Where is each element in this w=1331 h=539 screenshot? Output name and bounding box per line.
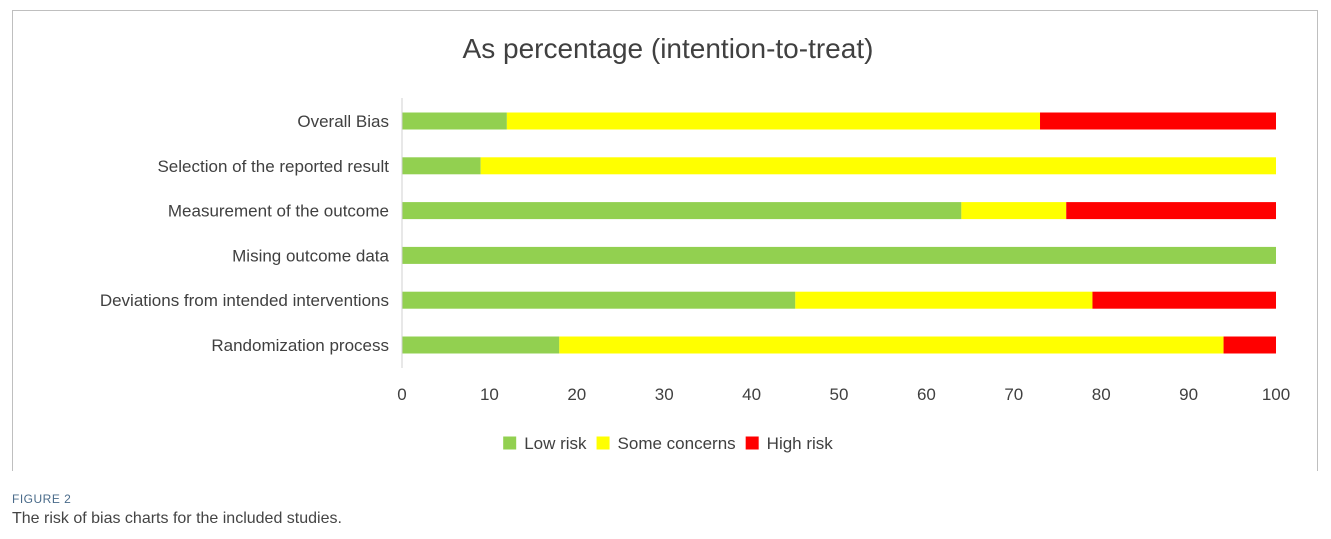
- legend-label: Low risk: [524, 434, 587, 453]
- chart-frame: [12, 10, 1318, 471]
- bar-segment-low-risk: [402, 246, 1276, 264]
- bar-segment-some-concerns: [506, 112, 1041, 130]
- bar-segment-some-concerns: [795, 291, 1093, 309]
- x-tick-label: 60: [917, 385, 936, 404]
- legend-label: High risk: [767, 434, 834, 453]
- x-tick-label: 90: [1179, 385, 1198, 404]
- x-tick-label: 40: [742, 385, 761, 404]
- chart-title: As percentage (intention-to-treat): [463, 33, 874, 64]
- bar-segment-some-concerns: [480, 157, 1276, 175]
- bars-group: [402, 112, 1276, 354]
- legend-label: Some concerns: [618, 434, 736, 453]
- x-tick-label: 30: [655, 385, 674, 404]
- category-label: Deviations from intended interventions: [100, 291, 389, 310]
- figure-label: FIGURE 2: [12, 492, 72, 506]
- bar-segment-some-concerns: [961, 202, 1067, 220]
- x-tick-label: 10: [480, 385, 499, 404]
- legend-swatch: [596, 436, 610, 450]
- bar-segment-high-risk: [1066, 202, 1276, 220]
- category-label: Mising outcome data: [232, 246, 389, 265]
- bar-segment-high-risk: [1040, 112, 1276, 130]
- bar-segment-high-risk: [1223, 336, 1276, 354]
- legend-swatch: [745, 436, 759, 450]
- legend-swatch: [503, 436, 517, 450]
- category-label: Overall Bias: [297, 112, 389, 131]
- x-tick-label: 50: [830, 385, 849, 404]
- category-label: Randomization process: [211, 336, 389, 355]
- bar-segment-low-risk: [402, 157, 481, 175]
- x-tick-label: 70: [1004, 385, 1023, 404]
- category-labels: Overall Bias Selection of the reported re…: [100, 112, 390, 355]
- chart: As percentage (intention-to-treat) Overa…: [100, 33, 1290, 453]
- x-tick-label: 0: [397, 385, 406, 404]
- bar-segment-low-risk: [402, 202, 962, 220]
- bar-segment-high-risk: [1092, 291, 1276, 309]
- bar-segment-low-risk: [402, 291, 796, 309]
- legend: Low risk Some concerns High risk: [503, 434, 833, 453]
- x-axis-ticks: 0 10 20 30 40 50 60 70 80 90 100: [397, 385, 1290, 404]
- bar-segment-some-concerns: [559, 336, 1224, 354]
- category-label: Measurement of the outcome: [168, 202, 389, 221]
- x-tick-label: 20: [567, 385, 586, 404]
- bar-segment-low-risk: [402, 112, 507, 130]
- bar-segment-low-risk: [402, 336, 560, 354]
- x-tick-label: 100: [1262, 385, 1290, 404]
- figure-caption: The risk of bias charts for the included…: [12, 510, 342, 527]
- x-tick-label: 80: [1092, 385, 1111, 404]
- category-label: Selection of the reported result: [157, 157, 389, 176]
